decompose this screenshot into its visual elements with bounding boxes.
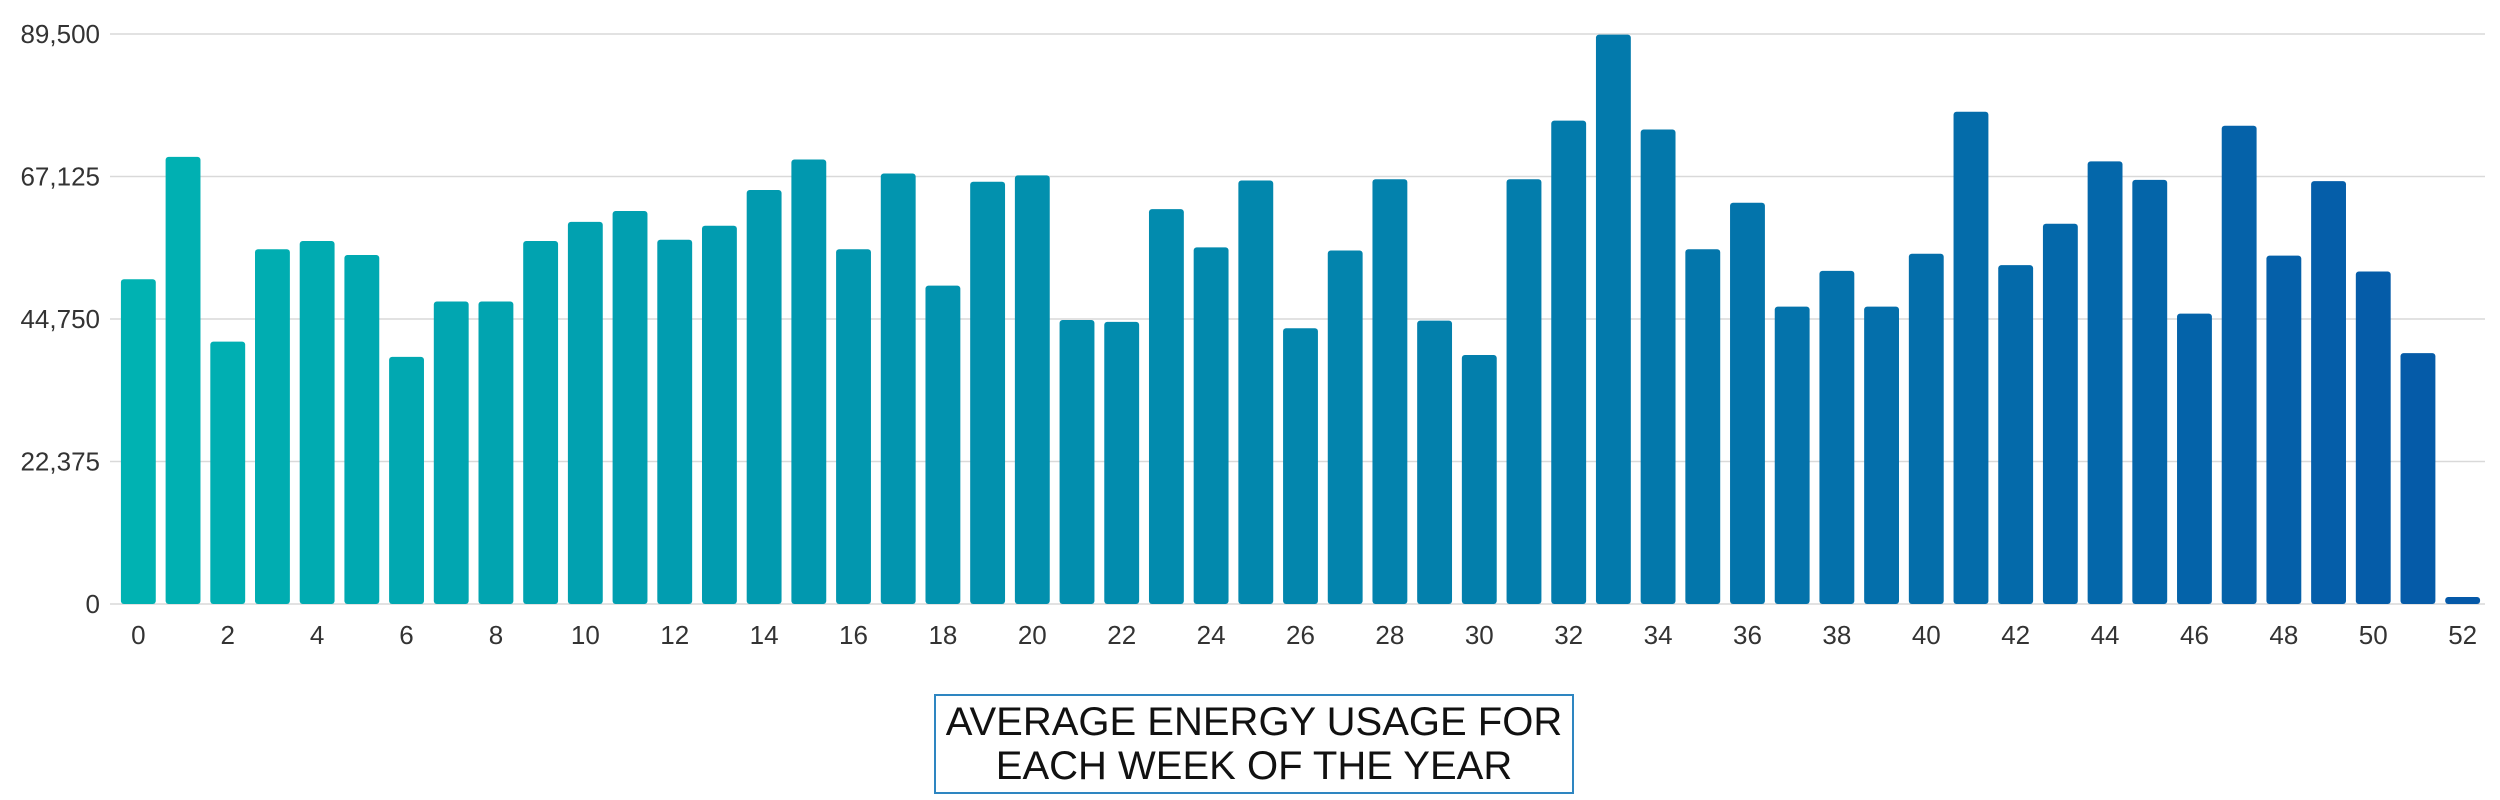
- x-tick-label: 0: [131, 620, 145, 650]
- bar-week-51: [2400, 353, 2436, 604]
- x-axis-tick-labels: 0 2 4 6 8 10 12 14 16 18 20 22 24 26 28 30 32 34 36 38 40 42 4…: [131, 620, 2477, 650]
- bar-week-30: [1461, 354, 1497, 604]
- bar-week-42: [1998, 265, 2034, 604]
- x-tick-label: 22: [1107, 620, 1136, 650]
- bar-week-39: [1864, 306, 1900, 604]
- bar-week-35: [1685, 249, 1721, 604]
- bar-week-29: [1417, 320, 1453, 604]
- bar-week-47: [2221, 125, 2257, 604]
- bar-week-3: [255, 249, 290, 604]
- bar-week-9: [523, 240, 559, 604]
- bar-week-36: [1730, 202, 1765, 605]
- x-tick-label: 30: [1465, 620, 1494, 650]
- bar-week-5: [344, 254, 380, 604]
- bar-week-16: [836, 249, 871, 604]
- bar-week-1: [165, 156, 201, 604]
- bar-week-18: [925, 285, 961, 604]
- bar-week-48: [2266, 255, 2302, 604]
- bar-week-44: [2087, 161, 2123, 604]
- bar-week-38: [1819, 270, 1855, 604]
- x-tick-label: 52: [2448, 620, 2477, 650]
- x-tick-label: 16: [839, 620, 868, 650]
- bar-week-40: [1908, 253, 1944, 604]
- bar-week-0: [120, 279, 156, 604]
- x-tick-label: 12: [660, 620, 689, 650]
- chart-title-line-1: AVERAGE ENERGY USAGE FOR: [945, 700, 1563, 744]
- bars: [120, 34, 2481, 605]
- bar-week-8: [478, 301, 514, 604]
- bar-week-10: [567, 221, 603, 605]
- bar-week-4: [299, 240, 335, 604]
- bar-week-27: [1327, 250, 1363, 604]
- chart-title-line-2: EACH WEEK OF THE YEAR: [995, 744, 1513, 788]
- bar-week-33: [1595, 34, 1631, 605]
- x-tick-label: 20: [1018, 620, 1047, 650]
- x-tick-label: 36: [1733, 620, 1762, 650]
- bar-week-31: [1506, 179, 1542, 604]
- x-tick-label: 28: [1375, 620, 1404, 650]
- x-tick-label: 26: [1286, 620, 1315, 650]
- bar-week-49: [2311, 181, 2346, 605]
- bar-week-19: [970, 181, 1006, 604]
- x-tick-label: 8: [489, 620, 503, 650]
- x-tick-label: 10: [571, 620, 600, 650]
- bar-week-20: [1014, 175, 1050, 604]
- bar-week-43: [2042, 223, 2078, 604]
- bar-week-2: [210, 341, 246, 604]
- bar-week-26: [1283, 328, 1318, 604]
- bar-week-7: [433, 301, 469, 604]
- y-tick-label: 22,375: [20, 447, 100, 477]
- y-tick-label: 0: [86, 589, 100, 619]
- bar-week-45: [2132, 179, 2168, 605]
- bar-week-41: [1953, 111, 1989, 604]
- bar-week-25: [1238, 180, 1274, 604]
- y-tick-label: 67,125: [20, 162, 100, 192]
- bar-week-24: [1193, 247, 1229, 604]
- x-tick-label: 38: [1822, 620, 1851, 650]
- x-tick-label: 4: [310, 620, 324, 650]
- bar-week-13: [701, 225, 737, 605]
- bar-week-28: [1372, 179, 1408, 604]
- x-tick-label: 42: [2001, 620, 2030, 650]
- bar-week-15: [791, 159, 827, 604]
- y-tick-label: 89,500: [20, 19, 100, 49]
- bar-week-11: [612, 211, 648, 604]
- bar-week-12: [657, 239, 693, 604]
- x-tick-label: 34: [1644, 620, 1673, 650]
- bar-week-46: [2177, 313, 2212, 604]
- bar-week-50: [2355, 271, 2391, 604]
- x-tick-label: 46: [2180, 620, 2209, 650]
- bar-week-22: [1104, 321, 1140, 604]
- bar-week-6: [389, 356, 424, 604]
- x-tick-label: 18: [928, 620, 957, 650]
- y-tick-label: 44,750: [20, 304, 100, 334]
- bar-week-37: [1774, 306, 1810, 604]
- bar-week-34: [1640, 129, 1676, 604]
- y-axis-tick-labels: 0 22,375 44,750 67,125 89,500: [20, 19, 100, 619]
- x-tick-label: 2: [221, 620, 235, 650]
- x-tick-label: 40: [1912, 620, 1941, 650]
- chart-title-box: AVERAGE ENERGY USAGE FOR EACH WEEK OF TH…: [934, 694, 1574, 794]
- x-tick-label: 44: [2091, 620, 2120, 650]
- x-tick-label: 50: [2359, 620, 2388, 650]
- bar-week-21: [1059, 319, 1095, 604]
- x-tick-label: 48: [2269, 620, 2298, 650]
- x-tick-label: 32: [1554, 620, 1583, 650]
- bar-week-14: [746, 190, 782, 605]
- bar-week-32: [1551, 120, 1587, 604]
- bar-week-17: [880, 173, 916, 604]
- bar-week-52: [2445, 596, 2481, 604]
- x-tick-label: 6: [399, 620, 413, 650]
- bar-week-23: [1148, 209, 1184, 605]
- x-tick-label: 14: [750, 620, 779, 650]
- x-tick-label: 24: [1197, 620, 1226, 650]
